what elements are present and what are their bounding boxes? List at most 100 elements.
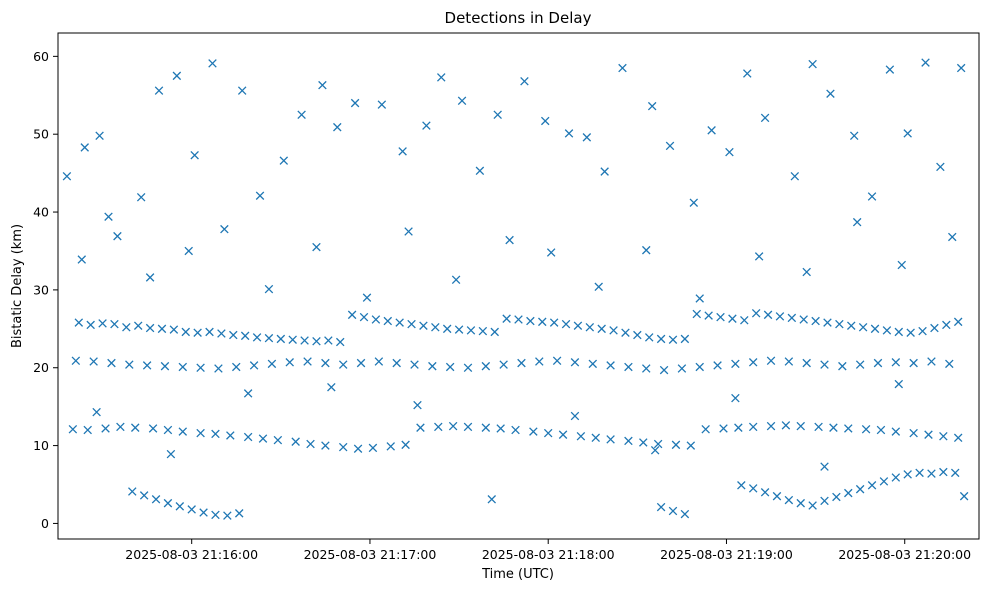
detection-point — [633, 330, 642, 340]
detection-point — [107, 358, 116, 368]
detection-point — [829, 423, 838, 432]
detection-point — [763, 310, 773, 320]
detection-point — [870, 324, 880, 334]
detection-point — [751, 308, 761, 318]
detection-point — [748, 358, 758, 367]
detection-point — [939, 467, 948, 477]
detection-point — [644, 333, 654, 342]
detection-point — [116, 422, 125, 432]
detection-point — [942, 320, 951, 330]
detection-point — [419, 321, 428, 330]
detection-point — [457, 96, 467, 105]
detection-point — [784, 357, 794, 366]
detection-point — [594, 282, 603, 292]
detection-point — [321, 358, 330, 368]
detection-point — [442, 324, 452, 334]
detection-point — [609, 326, 618, 335]
detection-point — [772, 491, 782, 501]
detection-point — [849, 131, 859, 141]
detection-point — [288, 335, 297, 344]
detection-point — [481, 423, 491, 432]
detection-point — [324, 336, 333, 345]
detection-point — [728, 314, 737, 323]
detection-point — [187, 505, 196, 514]
detection-point — [950, 468, 960, 478]
detection-point — [178, 427, 188, 436]
detection-point — [624, 362, 633, 372]
detection-point — [713, 361, 722, 370]
detection-point — [223, 511, 232, 520]
detection-point — [312, 337, 321, 346]
detection-point — [151, 495, 161, 504]
detection-point — [448, 421, 458, 431]
detection-point — [639, 438, 648, 447]
detection-point — [656, 334, 666, 344]
detection-point — [267, 359, 277, 369]
plot-area-frame — [57, 32, 980, 540]
detection-point — [86, 320, 95, 330]
detection-point — [502, 314, 511, 323]
detection-point — [734, 423, 743, 432]
detection-point — [428, 361, 437, 371]
detection-point — [585, 322, 595, 332]
detection-point — [867, 481, 877, 490]
detection-point — [499, 360, 508, 369]
detection-point — [924, 430, 933, 439]
detection-point — [264, 284, 274, 294]
detection-point — [621, 328, 630, 337]
detection-point — [335, 337, 345, 347]
detection-point — [823, 318, 832, 327]
detection-point — [573, 321, 583, 330]
detection-point — [505, 235, 514, 245]
detection-point — [719, 424, 728, 433]
detection-point — [588, 359, 598, 369]
detection-point — [844, 488, 853, 498]
detection-point — [496, 424, 505, 433]
detection-point — [199, 508, 208, 517]
y-tick-label: 10 — [33, 438, 49, 453]
detection-point — [520, 77, 529, 86]
detection-point — [936, 162, 945, 172]
detection-point — [680, 334, 690, 344]
detection-point — [948, 232, 957, 242]
detection-point — [487, 495, 497, 504]
detection-point — [802, 358, 811, 368]
detection-point — [695, 294, 704, 303]
detection-point — [362, 293, 372, 302]
detection-point — [463, 363, 473, 372]
detection-point — [297, 110, 306, 119]
detection-point — [656, 502, 666, 512]
detection-point — [665, 141, 675, 151]
y-tick-label: 30 — [33, 282, 49, 297]
detection-point — [445, 362, 455, 372]
detection-point — [529, 427, 538, 436]
x-axis: 2025-08-03 21:16:00 2025-08-03 21:17:00 20… — [125, 539, 971, 562]
detection-point — [552, 356, 562, 365]
detection-point — [291, 437, 300, 446]
detection-point — [600, 167, 609, 176]
detection-point — [879, 477, 889, 486]
detection-point — [891, 358, 901, 367]
detection-point — [549, 318, 559, 327]
detection-point — [300, 336, 309, 345]
detection-point — [475, 166, 485, 176]
detection-point — [784, 495, 794, 505]
detection-point — [668, 335, 678, 344]
detection-point — [852, 217, 862, 227]
detection-point — [431, 322, 440, 332]
detection-point — [163, 498, 173, 508]
y-tick-label: 50 — [33, 127, 49, 142]
detection-point — [918, 326, 927, 336]
detection-point — [312, 242, 321, 252]
y-tick-label: 0 — [41, 516, 49, 531]
detection-point — [101, 424, 110, 433]
detection-point — [142, 361, 152, 370]
detection-point — [318, 80, 327, 90]
detection-point — [535, 357, 544, 366]
detection-point — [796, 498, 806, 508]
detection-point — [894, 379, 904, 389]
detection-point — [707, 126, 716, 135]
detection-point — [760, 488, 770, 497]
detection-point — [160, 361, 170, 371]
